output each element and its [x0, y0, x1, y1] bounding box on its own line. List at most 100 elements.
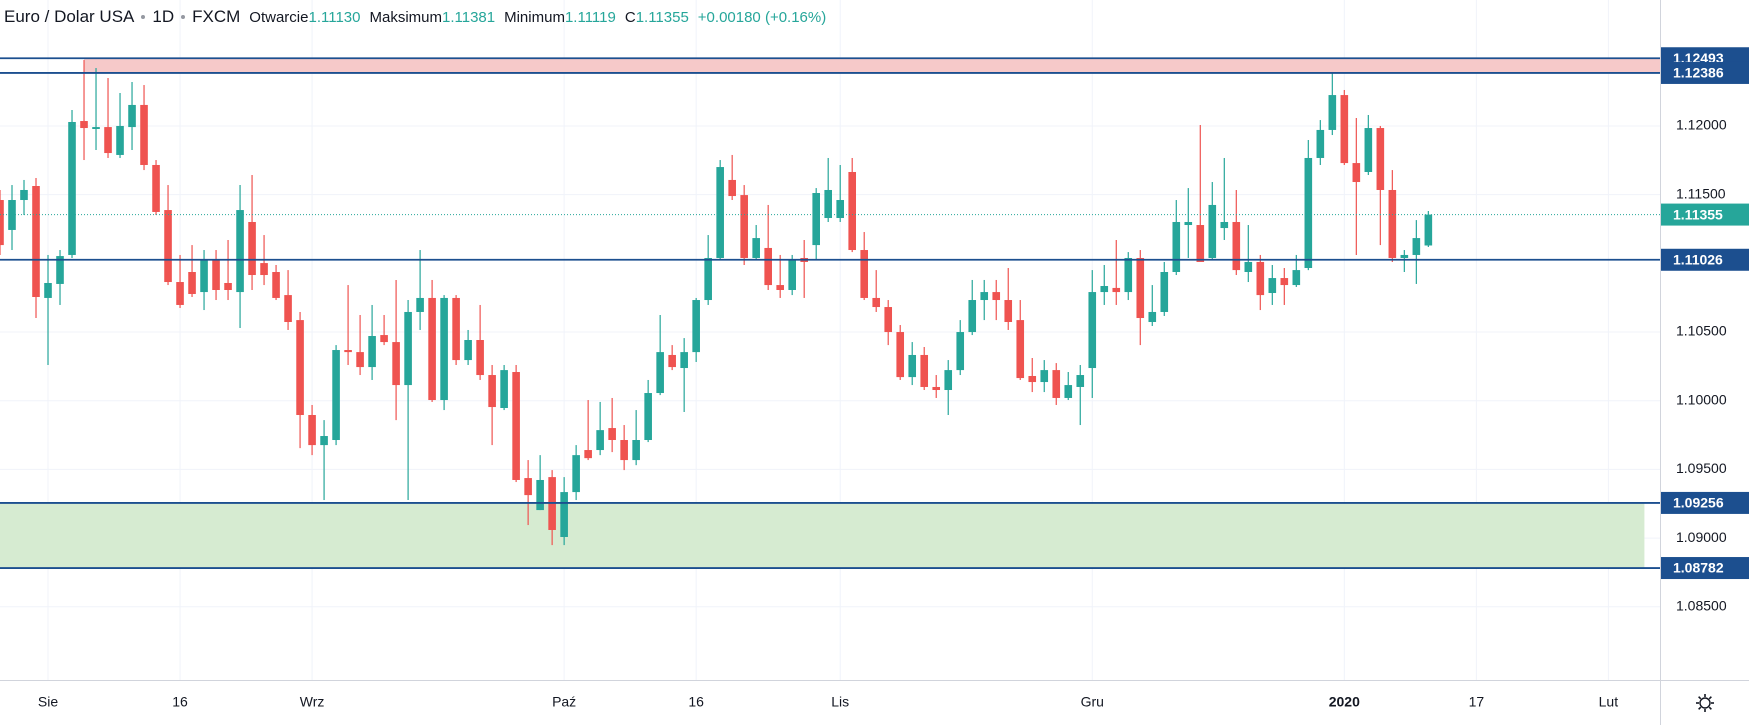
gear-ring: [1699, 697, 1711, 709]
candle-body: [788, 260, 796, 290]
ohlc-value: 1.11355: [635, 8, 689, 26]
candle-body: [140, 104, 148, 165]
candle-body: [488, 375, 496, 408]
candle-body: [896, 332, 905, 378]
candle-body: [1244, 261, 1253, 272]
candle-body: [1232, 221, 1241, 271]
x-tick-label: Lut: [1599, 694, 1619, 710]
candle-body: [32, 186, 40, 298]
candle-body: [164, 210, 172, 283]
level-badge-label: 1.09256: [1673, 495, 1724, 511]
candle-body: [1028, 375, 1037, 383]
separator: [181, 15, 186, 19]
candle-body: [1400, 254, 1409, 258]
candle-body: [932, 386, 941, 391]
gear-tooth: [1708, 696, 1712, 700]
candle-body: [440, 297, 448, 401]
candle-body: [1196, 225, 1205, 262]
x-tick-label: 16: [688, 694, 704, 710]
x-tick-label: Lis: [831, 694, 849, 710]
candle-body: [80, 121, 88, 129]
candle-body: [272, 272, 280, 298]
level-badge-label: 1.11026: [1673, 251, 1723, 267]
candle-body: [752, 238, 760, 258]
candle-body: [1280, 278, 1289, 286]
candle-body: [116, 125, 124, 155]
level-badge-label: 1.08782: [1673, 560, 1724, 576]
plot-area: [0, 0, 1660, 680]
y-tick-label: 1.08500: [1676, 597, 1727, 613]
candle-body: [188, 272, 196, 294]
ohlc-label: Maksimum: [369, 8, 442, 26]
candle-body: [1076, 375, 1085, 387]
candle-body: [392, 342, 400, 386]
candle-body: [512, 372, 520, 480]
candle-body: [668, 354, 676, 368]
candle-body: [500, 370, 508, 408]
gear-tooth: [1698, 706, 1702, 710]
candle-body: [1136, 257, 1145, 319]
candle-body: [1220, 221, 1229, 229]
candle-body: [620, 440, 628, 461]
candle-body: [980, 292, 989, 301]
level-badge: [1661, 557, 1749, 580]
settings-button[interactable]: [1696, 694, 1714, 712]
candle-body: [1268, 278, 1277, 294]
candle-body: [524, 478, 532, 496]
x-tick-label: Gru: [1081, 694, 1104, 710]
candle-body: [584, 450, 592, 459]
candle-body: [1004, 300, 1013, 323]
candle-body: [1052, 370, 1061, 398]
candle-body: [380, 335, 388, 343]
candle-body: [1088, 292, 1097, 369]
candle-body: [1424, 214, 1433, 246]
candle-body: [1016, 320, 1025, 379]
candle-body: [1352, 163, 1361, 183]
level-badge: [1661, 491, 1749, 514]
x-tick-label: 2020: [1329, 694, 1360, 710]
y-tick-label: 1.12000: [1676, 117, 1727, 133]
level-badge: [1661, 61, 1749, 84]
candle-body: [1304, 157, 1313, 269]
y-tick-label: 1.09000: [1676, 529, 1727, 545]
candle-body: [68, 121, 76, 255]
candle-body: [308, 415, 316, 446]
candle-body: [152, 164, 160, 212]
candle-body: [416, 297, 424, 312]
x-tick-label: 17: [1469, 694, 1485, 710]
candle-body: [92, 127, 100, 129]
candle-body: [1112, 287, 1121, 293]
candle-body: [44, 282, 52, 298]
candle-body: [464, 340, 472, 361]
candle-body: [944, 370, 953, 391]
zone: [84, 58, 1660, 73]
candle-body: [1316, 129, 1325, 158]
candle-body: [740, 195, 748, 258]
gear-tooth: [1708, 706, 1712, 710]
y-tick-label: 1.11500: [1676, 185, 1726, 201]
level-badge: [1661, 248, 1749, 271]
candle-body: [764, 247, 772, 286]
candle-body: [608, 428, 616, 441]
source: FXCM: [192, 7, 241, 26]
ohlc-value: 1.11381: [442, 8, 496, 26]
y-tick-label: 1.10500: [1676, 323, 1727, 339]
candle-body: [536, 479, 544, 511]
symbol-title: Euro / Dolar USA: [4, 7, 135, 26]
candle-body: [848, 171, 857, 251]
candle-body: [224, 282, 232, 290]
candle-body: [680, 352, 688, 369]
candle-body: [1160, 272, 1169, 312]
ohlc-value: 1.11119: [564, 8, 616, 26]
ohlc-label: Minimum: [504, 8, 565, 26]
candle-body: [0, 200, 4, 246]
x-tick-label: Paź: [552, 694, 576, 710]
x-tick-label: Wrz: [300, 694, 325, 710]
candle-body: [128, 104, 136, 128]
candle-body: [1340, 95, 1349, 164]
candle-body: [632, 440, 640, 461]
candle-body: [428, 297, 436, 401]
interval[interactable]: 1D: [152, 7, 175, 26]
candle-body: [824, 189, 832, 219]
